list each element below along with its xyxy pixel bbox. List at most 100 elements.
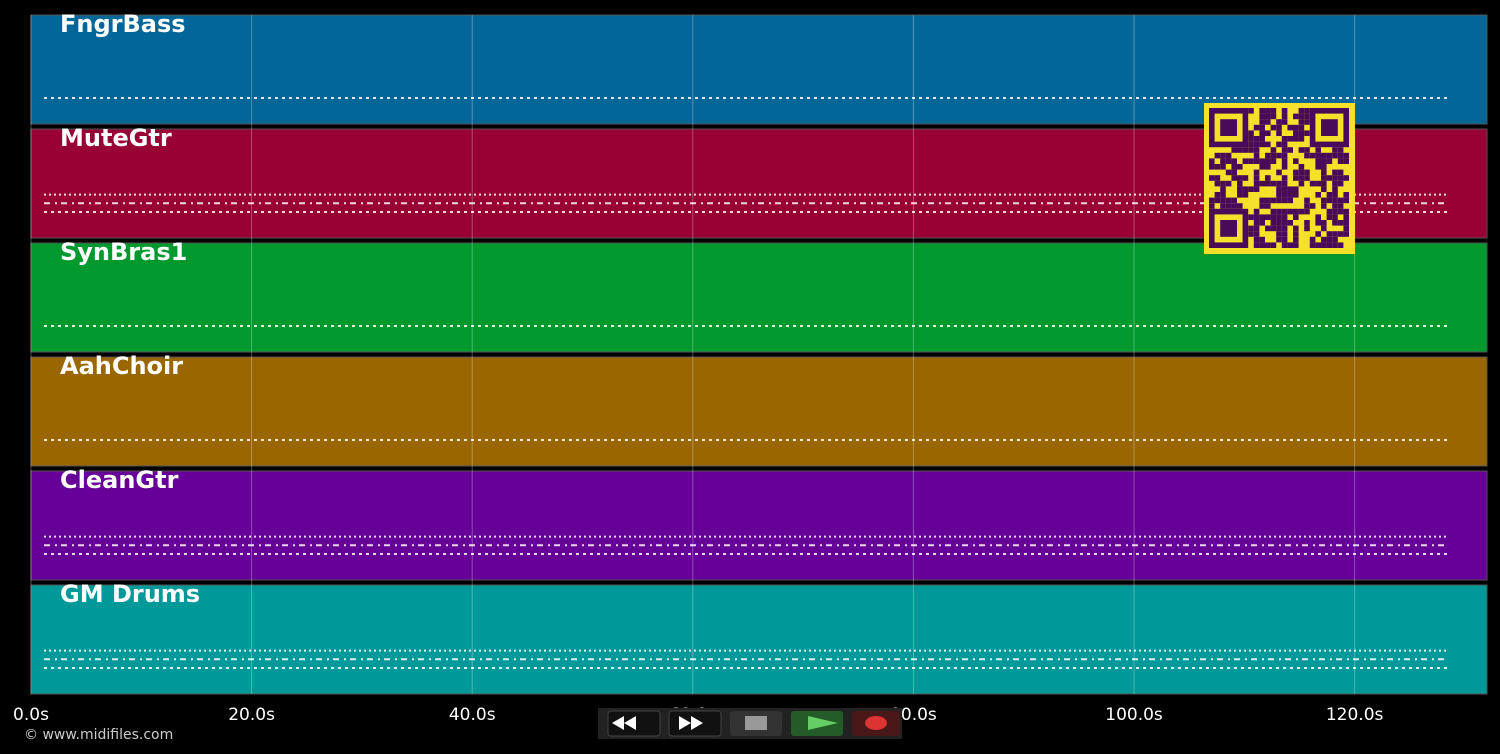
- qr-module: [1293, 124, 1299, 131]
- qr-module: [1265, 180, 1271, 187]
- qr-module: [1270, 147, 1277, 153]
- record-button[interactable]: [852, 711, 900, 736]
- qr-module: [1231, 175, 1237, 181]
- qr-module: [1276, 130, 1282, 136]
- grid: [30, 15, 1356, 694]
- qr-module: [1225, 158, 1232, 164]
- qr-module: [1248, 214, 1254, 220]
- qr-module: [1298, 108, 1305, 114]
- qr-module: [1237, 147, 1243, 153]
- qr-module: [1315, 164, 1321, 170]
- qr-module: [1304, 208, 1310, 215]
- qr-module: [1298, 113, 1305, 120]
- qr-module: [1253, 214, 1260, 220]
- qr-module: [1276, 192, 1282, 198]
- qr-module: [1337, 208, 1344, 215]
- qr-module: [1337, 197, 1344, 204]
- qr-module: [1253, 147, 1260, 153]
- qr-module: [1298, 130, 1305, 136]
- qr-module: [1259, 242, 1265, 248]
- qr-module: [1276, 197, 1282, 204]
- qr-module: [1248, 147, 1254, 153]
- qr-module: [1321, 236, 1327, 243]
- qr-module: [1214, 192, 1221, 198]
- qr-module: [1343, 197, 1349, 204]
- qr-module: [1281, 197, 1288, 204]
- stop-button[interactable]: [730, 711, 782, 736]
- qr-module: [1265, 119, 1271, 125]
- qr-module: [1259, 220, 1265, 226]
- qr-module: [1259, 141, 1265, 148]
- qr-module: [1293, 113, 1299, 120]
- forward-button[interactable]: [668, 710, 722, 737]
- qr-module: [1293, 236, 1299, 243]
- qr-module: [1270, 124, 1277, 131]
- qr-module: [1209, 175, 1215, 181]
- track-lane: [30, 356, 1488, 467]
- qr-module: [1293, 158, 1299, 164]
- qr-module: [1270, 197, 1277, 204]
- qr-module: [1293, 136, 1299, 142]
- qr-module: [1231, 169, 1237, 176]
- qr-module: [1259, 136, 1265, 142]
- qr-module: [1281, 236, 1288, 243]
- qr-module: [1281, 152, 1288, 159]
- qr-module: [1265, 175, 1271, 181]
- qr-module: [1298, 180, 1305, 187]
- qr-module: [1287, 186, 1293, 192]
- qr-module: [1214, 164, 1221, 170]
- qr-module: [1259, 119, 1265, 125]
- qr-module: [1248, 186, 1254, 192]
- qr-module: [1321, 152, 1327, 159]
- qr-module: [1309, 203, 1316, 209]
- qr-module: [1287, 147, 1293, 153]
- qr-module: [1237, 180, 1243, 187]
- qr-module: [1281, 175, 1288, 181]
- x-tick-label: 100.0s: [1105, 705, 1163, 725]
- qr-module: [1304, 169, 1310, 176]
- qr-module: [1304, 152, 1310, 159]
- rewind-button[interactable]: [607, 710, 661, 737]
- qr-module: [1315, 152, 1321, 159]
- qr-module: [1281, 192, 1288, 198]
- qr-module: [1332, 231, 1338, 237]
- qr-module: [1214, 197, 1221, 204]
- qr-module: [1287, 197, 1293, 204]
- qr-module: [1304, 203, 1310, 209]
- play-icon: [808, 716, 838, 730]
- play-button[interactable]: [791, 711, 843, 736]
- qr-module: [1326, 214, 1333, 220]
- qr-module: [1321, 220, 1327, 226]
- qr-module: [1231, 203, 1237, 209]
- qr-module: [1337, 147, 1344, 153]
- qr-module: [1253, 242, 1260, 248]
- qr-module: [1315, 231, 1321, 237]
- qr-module: [1287, 220, 1293, 226]
- qr-module: [1276, 208, 1282, 215]
- qr-module: [1326, 175, 1333, 181]
- qr-module: [1332, 192, 1338, 198]
- qr-module: [1253, 225, 1260, 232]
- qr-module: [1265, 141, 1271, 148]
- qr-module: [1270, 214, 1277, 220]
- qr-module: [1276, 141, 1282, 148]
- qr-module: [1270, 225, 1277, 232]
- qr-module: [1270, 113, 1277, 120]
- qr-module: [1293, 169, 1299, 176]
- qr-module: [1298, 119, 1305, 125]
- qr-module: [1281, 186, 1288, 192]
- qr-module: [1259, 214, 1265, 220]
- qr-module: [1321, 203, 1327, 209]
- qr-module: [1315, 192, 1321, 198]
- x-tick-label: 0.0s: [13, 705, 49, 725]
- qr-module: [1265, 164, 1271, 170]
- x-tick-label: 120.0s: [1326, 705, 1384, 725]
- qr-module: [1220, 158, 1226, 164]
- qr-module: [1270, 180, 1277, 187]
- qr-module: [1309, 236, 1316, 243]
- qr-module: [1293, 186, 1299, 192]
- qr-module: [1220, 180, 1226, 187]
- qr-module: [1253, 180, 1260, 187]
- qr-module: [1242, 186, 1249, 192]
